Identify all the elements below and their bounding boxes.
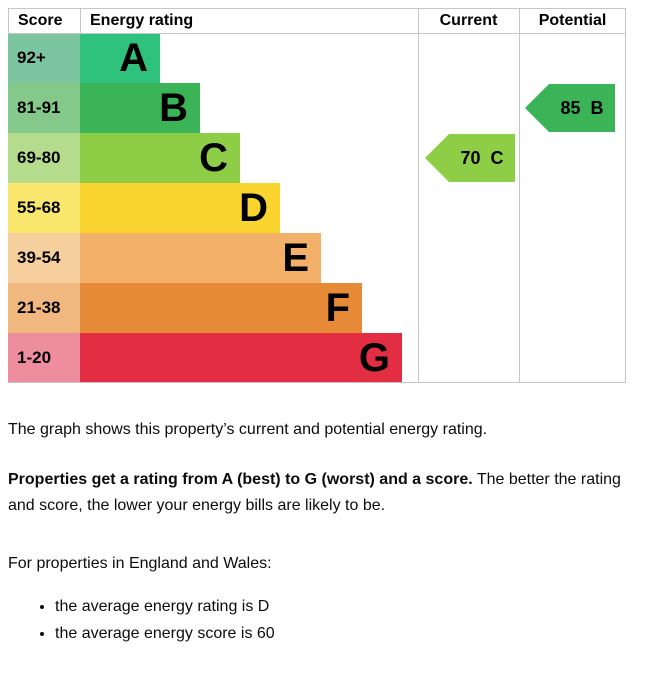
band-bar-a: A bbox=[80, 33, 160, 83]
band-row-b: 81-91 B bbox=[8, 83, 626, 133]
band-row-d: 55-68 D bbox=[8, 183, 626, 233]
header-left-border bbox=[8, 8, 9, 33]
band-letter-a: A bbox=[119, 36, 148, 80]
potential-column-divider bbox=[519, 8, 520, 383]
potential-band-letter: B bbox=[590, 97, 604, 118]
current-column-divider bbox=[418, 8, 419, 383]
score-range-d: 55-68 bbox=[8, 183, 80, 233]
band-bar-d: D bbox=[80, 183, 280, 233]
band-bar-f: F bbox=[80, 283, 362, 333]
column-header-potential: Potential bbox=[538, 11, 607, 29]
average-rating-item: the average energy rating is D bbox=[55, 593, 640, 620]
current-band-letter: C bbox=[490, 147, 504, 168]
score-range-f: 21-38 bbox=[8, 283, 80, 333]
table-border-bottom bbox=[8, 382, 626, 383]
score-range-c: 69-80 bbox=[8, 133, 80, 183]
score-column-divider bbox=[80, 8, 81, 33]
score-range-e: 39-54 bbox=[8, 233, 80, 283]
average-score-item: the average energy score is 60 bbox=[55, 620, 640, 647]
column-header-energy-rating: Energy rating bbox=[90, 11, 194, 29]
column-header-score: Score bbox=[18, 11, 63, 29]
band-row-g: 1-20 G bbox=[8, 333, 626, 383]
rating-explanation-paragraph: Properties get a rating from A (best) to… bbox=[8, 467, 630, 519]
score-range-b: 81-91 bbox=[8, 83, 80, 133]
band-letter-g: G bbox=[358, 336, 390, 380]
band-row-c: 69-80 C bbox=[8, 133, 626, 183]
band-bar-c: C bbox=[80, 133, 240, 183]
rating-explanation-bold: Properties get a rating from A (best) to… bbox=[8, 471, 473, 488]
averages-list: the average energy rating is D the avera… bbox=[8, 593, 640, 647]
band-bar-g: G bbox=[80, 333, 402, 383]
band-letter-d: D bbox=[239, 186, 268, 230]
band-letter-c: C bbox=[199, 136, 228, 180]
table-border-top bbox=[8, 8, 626, 9]
potential-score: 85 bbox=[560, 97, 581, 118]
band-row-f: 21-38 F bbox=[8, 283, 626, 333]
band-letter-f: F bbox=[325, 286, 350, 330]
score-range-g: 1-20 bbox=[8, 333, 80, 383]
chart-header: Score Energy rating Current Potential bbox=[8, 8, 626, 33]
band-letter-e: E bbox=[282, 236, 309, 280]
england-wales-intro: For properties in England and Wales: bbox=[8, 555, 272, 572]
rating-explanation-rest: The better the rating and score, the low… bbox=[8, 471, 621, 514]
current-score: 70 bbox=[460, 147, 481, 168]
score-range-a: 92+ bbox=[8, 33, 80, 83]
band-bar-e: E bbox=[80, 233, 321, 283]
epc-rating-chart: Score Energy rating Current Potential 92… bbox=[8, 8, 626, 383]
chart-description: The graph shows this property’s current … bbox=[8, 383, 640, 647]
table-border-right bbox=[625, 8, 626, 383]
band-row-a: 92+ A bbox=[8, 33, 626, 83]
band-row-e: 39-54 E bbox=[8, 233, 626, 283]
description-paragraph: The graph shows this property’s current … bbox=[8, 421, 488, 438]
band-letter-b: B bbox=[159, 86, 188, 130]
column-header-current: Current bbox=[439, 11, 498, 29]
header-bottom-border bbox=[8, 33, 626, 34]
band-bar-b: B bbox=[80, 83, 200, 133]
